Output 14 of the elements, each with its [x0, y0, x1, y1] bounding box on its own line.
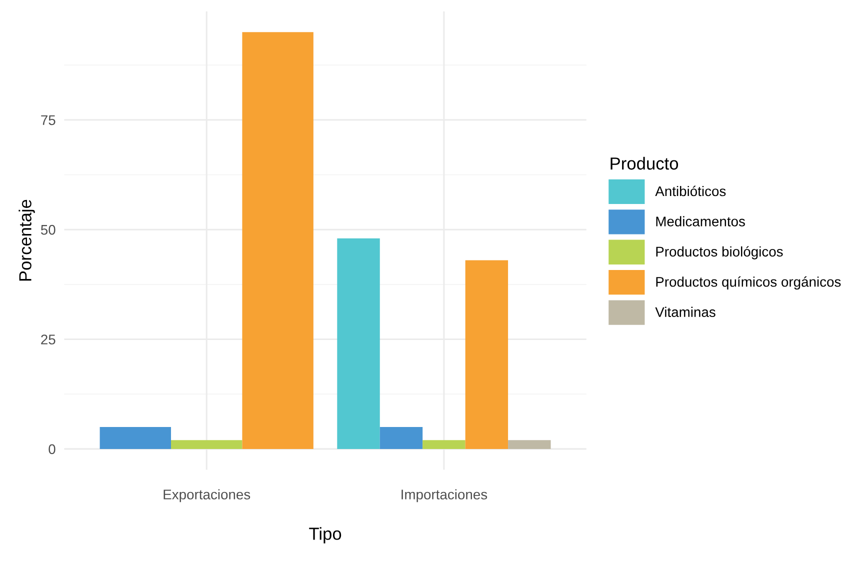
x-axis-title: Tipo: [309, 527, 342, 544]
legend-label: Vitaminas: [655, 306, 716, 318]
legend-label: Productos químicos orgánicos: [656, 276, 841, 290]
legend-title: Producto: [610, 156, 678, 170]
y-axis-title: Porcentaje: [18, 200, 35, 281]
y-tick-label: 75: [41, 115, 56, 126]
y-tick-label: 0: [48, 444, 56, 454]
x-tick-label: Importaciones: [402, 489, 488, 502]
legend-label: Antibióticos: [655, 186, 726, 196]
legend-label: Medicamentos: [656, 216, 745, 226]
x-tick-label: Exportaciones: [164, 489, 250, 502]
legend-label: Productos biológicos: [656, 246, 783, 260]
y-tick-label: 25: [41, 334, 56, 344]
y-tick-label: 50: [40, 224, 56, 235]
